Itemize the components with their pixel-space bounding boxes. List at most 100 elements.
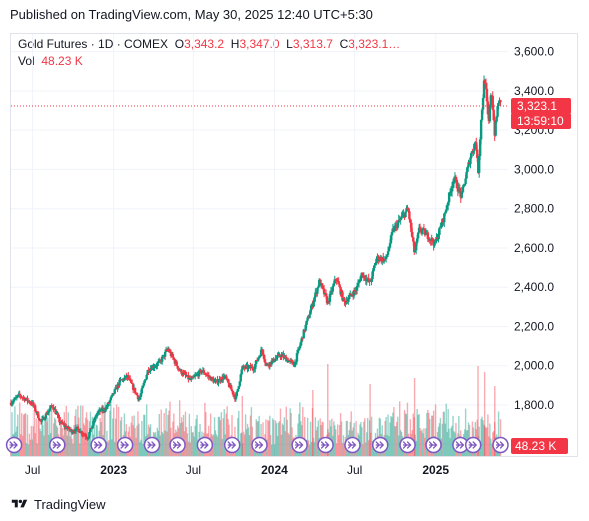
candle-body xyxy=(452,178,456,184)
candle-body xyxy=(91,425,94,429)
volume-bar xyxy=(141,420,143,456)
volume-bar xyxy=(214,430,217,456)
volume-bar xyxy=(110,403,112,456)
volume-bar xyxy=(209,413,212,456)
candle-body xyxy=(396,222,399,228)
event-marker-icon xyxy=(223,436,241,454)
volume-bar xyxy=(367,440,370,456)
candle-body xyxy=(378,259,381,261)
candle-body xyxy=(329,290,333,294)
volume-bar xyxy=(133,415,135,456)
volume-bar xyxy=(53,417,56,456)
candle-body xyxy=(312,302,315,307)
candle-body xyxy=(204,374,208,376)
volume-bar xyxy=(186,433,189,456)
volume-bar xyxy=(82,423,85,456)
candle-body xyxy=(445,209,448,213)
candle-body xyxy=(306,317,309,321)
candle-body xyxy=(130,382,134,384)
volume-bar xyxy=(138,423,140,456)
chart-frame xyxy=(10,33,578,457)
volume-bar xyxy=(299,402,301,456)
volume-bar xyxy=(280,434,283,456)
volume-bar xyxy=(298,414,300,456)
chart-legend-ohlc[interactable]: Gold Futures · 1D · COMEX O3,343.2 H3,34… xyxy=(18,37,400,51)
volume-bar xyxy=(241,396,244,456)
volume-bar xyxy=(339,413,342,456)
volume-bar xyxy=(448,428,450,456)
volume-bar xyxy=(217,416,220,456)
candle-body xyxy=(241,365,244,370)
candle-body xyxy=(180,369,183,375)
volume-bar xyxy=(247,427,250,456)
volume-bar xyxy=(215,434,218,456)
volume-bar xyxy=(37,420,39,456)
candle-body xyxy=(437,234,440,240)
volume-bar xyxy=(434,404,437,456)
volume-bar xyxy=(123,413,126,456)
volume-bar xyxy=(491,443,493,456)
volume-bar xyxy=(225,413,227,456)
chart-legend-volume[interactable]: Vol 48.23 K xyxy=(18,54,83,68)
candle-body xyxy=(238,381,241,387)
volume-bar xyxy=(107,441,109,456)
candle-body xyxy=(481,98,485,110)
candle-body xyxy=(339,287,342,295)
event-marker-icon xyxy=(371,436,389,454)
candle-body xyxy=(193,375,197,377)
event-marker-arrow xyxy=(52,441,62,449)
candle-body xyxy=(43,418,47,420)
event-marker-arrow xyxy=(120,441,130,449)
volume-bar xyxy=(272,419,275,456)
legend-symbol[interactable]: Gold Futures · 1D · COMEX xyxy=(18,37,169,51)
candle-body xyxy=(77,428,81,432)
volume-bar xyxy=(312,390,314,456)
volume-bar xyxy=(237,418,239,456)
volume-bar xyxy=(105,442,107,456)
volume-badge: 48.23 K xyxy=(511,438,568,454)
y-tick-label: 2,000.0 xyxy=(514,359,554,373)
candle-body xyxy=(232,394,236,396)
candle-body xyxy=(275,357,278,359)
volume-bar xyxy=(477,366,479,456)
candle-body xyxy=(417,227,421,233)
candle-body xyxy=(472,150,475,153)
candle-body xyxy=(224,375,228,379)
volume-bar xyxy=(163,413,165,456)
volume-bar xyxy=(182,414,185,456)
event-marker-icon xyxy=(169,436,186,454)
volume-bar xyxy=(158,413,161,456)
tradingview-brand: TradingView xyxy=(34,496,106,512)
candle-body xyxy=(136,395,140,400)
volume-bar xyxy=(246,423,249,456)
candle-body xyxy=(223,376,226,380)
volume-bar xyxy=(390,416,392,456)
candle-body xyxy=(399,218,402,220)
candle-body xyxy=(326,300,330,304)
candle-body xyxy=(470,152,473,158)
candle-body xyxy=(373,265,376,269)
candle-body xyxy=(127,374,130,379)
volume-bar xyxy=(388,436,390,456)
legend-low-key: L xyxy=(286,37,293,51)
candle-body xyxy=(211,377,214,380)
volume-bar xyxy=(286,419,288,456)
volume-bar xyxy=(429,418,431,456)
volume-bar xyxy=(337,435,340,456)
candle-body xyxy=(494,121,497,136)
candle-body xyxy=(414,250,417,253)
volume-bar xyxy=(285,406,287,456)
volume-bar xyxy=(278,421,281,456)
candle-body xyxy=(332,283,335,287)
volume-bar xyxy=(416,408,418,456)
volume-bar xyxy=(412,413,414,456)
candle-body xyxy=(167,349,171,352)
candle-body xyxy=(495,116,498,122)
volume-bar xyxy=(371,440,374,456)
candle-body xyxy=(220,380,223,382)
volume-bar xyxy=(220,412,223,456)
volume-bar xyxy=(117,406,120,456)
candle-body xyxy=(172,357,176,360)
volume-bar xyxy=(281,423,284,456)
